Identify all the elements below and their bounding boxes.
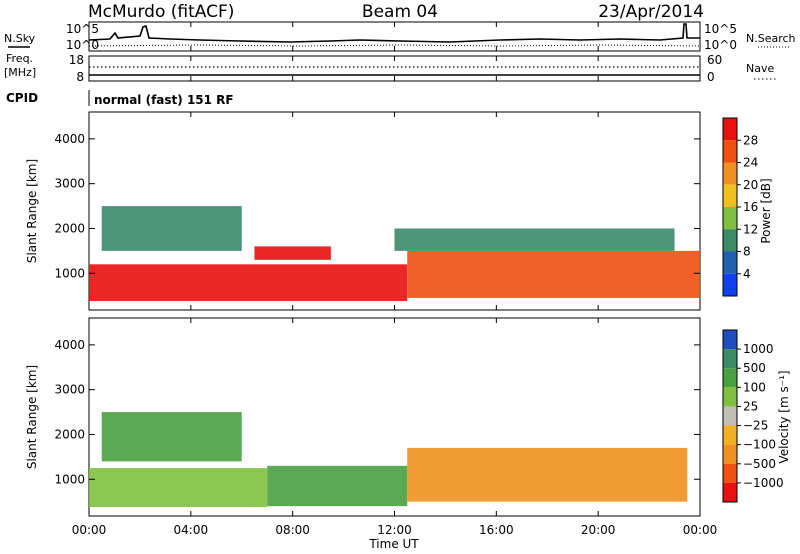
power-colorbar-swatch bbox=[723, 207, 737, 230]
velocity-colorbar-swatch bbox=[723, 482, 737, 502]
date-title: 23/Apr/2014 bbox=[598, 2, 704, 22]
power-colorbar: 4 8 12 16 20 24 28 bbox=[722, 117, 758, 297]
noise-search-trace bbox=[88, 44, 701, 47]
time-tick-label: 12:00 bbox=[377, 523, 412, 537]
power-colorbar-tick: 20 bbox=[743, 178, 758, 192]
power-band bbox=[394, 228, 675, 251]
power-colorbar-swatch bbox=[723, 273, 737, 296]
station-title: McMurdo (fitACF) bbox=[88, 2, 234, 22]
freq-label-1: Freq. bbox=[6, 52, 33, 65]
noise-right-tick-bottom: 10^0 bbox=[704, 38, 737, 52]
velocity-colorbar-swatch bbox=[723, 387, 737, 407]
power-colorbar-swatch bbox=[723, 118, 737, 141]
power-band bbox=[254, 246, 331, 260]
cpid-value: normal (fast) 151 RF bbox=[94, 93, 234, 107]
power-band bbox=[101, 206, 242, 251]
noise-left-tick-top: 10^5 bbox=[66, 22, 99, 36]
power-colorbar-tick: 4 bbox=[743, 267, 751, 281]
velocity-band bbox=[101, 412, 242, 462]
velocity-colorbar-tick: 25 bbox=[743, 399, 758, 413]
velocity-colorbar-tick: −25 bbox=[743, 419, 768, 433]
power-colorbar-swatch bbox=[723, 184, 737, 207]
velocity-band bbox=[267, 465, 408, 507]
velocity-colorbar-label: Velocity [m s⁻¹] bbox=[777, 370, 791, 463]
velocity-ytick-label: 1000 bbox=[54, 472, 85, 486]
power-data bbox=[89, 206, 700, 302]
velocity-colorbar-tick: −1000 bbox=[743, 476, 784, 490]
velocity-colorbar: 1000 500 100 25 −25 −100 −500 −1000 bbox=[722, 329, 784, 503]
power-colorbar-label: Power [dB] bbox=[759, 178, 773, 243]
velocity-yticks: 1000 2000 3000 4000 bbox=[54, 338, 700, 486]
freq-panel: 18 8 60 0 Freq. [MHz] Nave bbox=[4, 52, 776, 84]
nave-label: Nave bbox=[746, 62, 774, 75]
velocity-colorbar-tick: 500 bbox=[743, 361, 766, 375]
power-colorbar-tick: 8 bbox=[743, 245, 751, 259]
noise-left-tick-bottom: 10^0 bbox=[66, 38, 99, 52]
power-colorbar-swatch bbox=[723, 229, 737, 252]
velocity-colorbar-tick: −100 bbox=[743, 438, 776, 452]
power-ylabel: Slant Range [km] bbox=[25, 159, 39, 263]
velocity-colorbar-tick: 1000 bbox=[743, 342, 774, 356]
noise-search-label: N.Search bbox=[746, 32, 796, 45]
time-tick-label: 04:00 bbox=[174, 523, 209, 537]
power-band bbox=[407, 250, 700, 298]
velocity-ytick-label: 4000 bbox=[54, 338, 85, 352]
noise-sky-label: N.Sky bbox=[4, 32, 36, 45]
velocity-colorbar-swatch bbox=[723, 406, 737, 426]
nave-tick-top: 60 bbox=[707, 53, 722, 67]
power-colorbar-tick: 16 bbox=[743, 200, 758, 214]
time-tick-label: 16:00 bbox=[479, 523, 514, 537]
power-ytick-label: 4000 bbox=[54, 132, 85, 146]
velocity-data bbox=[89, 412, 688, 508]
nave-tick-bottom: 0 bbox=[707, 70, 715, 84]
time-axis-label: Time UT bbox=[368, 537, 419, 551]
time-tick-label: 20:00 bbox=[581, 523, 616, 537]
velocity-panel: 1000 2000 3000 4000 Slant Range [km] 1000 50… bbox=[25, 317, 791, 517]
velocity-colorbar-tick: 100 bbox=[743, 380, 766, 394]
time-tick-label: 08:00 bbox=[275, 523, 310, 537]
power-colorbar-tick: 24 bbox=[743, 156, 758, 170]
velocity-colorbar-tick: −500 bbox=[743, 457, 776, 471]
time-tick-label: 00:00 bbox=[683, 523, 718, 537]
power-band bbox=[89, 264, 408, 302]
velocity-ytick-label: 2000 bbox=[54, 427, 85, 441]
velocity-band bbox=[407, 447, 688, 502]
velocity-colorbar-swatch bbox=[723, 425, 737, 445]
velocity-colorbar-swatch bbox=[723, 463, 737, 483]
power-colorbar-tick: 12 bbox=[743, 222, 758, 236]
power-colorbar-swatch bbox=[723, 162, 737, 185]
velocity-colorbar-swatch bbox=[723, 368, 737, 388]
freq-label-2: [MHz] bbox=[4, 66, 36, 79]
freq-tick-bottom: 8 bbox=[76, 70, 84, 84]
noise-sky-trace bbox=[88, 23, 700, 43]
power-yticks: 1000 2000 3000 4000 bbox=[54, 132, 700, 280]
time-axis: 00:00 04:00 08:00 12:00 16:00 20:00 00:00 bbox=[72, 22, 718, 537]
velocity-ytick-label: 3000 bbox=[54, 383, 85, 397]
power-colorbar-tick: 28 bbox=[743, 133, 758, 147]
noise-panel: 10^5 10^0 10^5 10^0 N.Sky N.Search bbox=[4, 21, 796, 52]
power-ytick-label: 3000 bbox=[54, 177, 85, 191]
freq-tick-top: 18 bbox=[69, 53, 84, 67]
power-colorbar-swatch bbox=[723, 140, 737, 163]
cpid-label: CPID bbox=[6, 91, 38, 105]
noise-right-tick-top: 10^5 bbox=[704, 22, 737, 36]
velocity-band bbox=[89, 468, 268, 508]
velocity-ylabel: Slant Range [km] bbox=[25, 365, 39, 469]
power-ytick-label: 2000 bbox=[54, 221, 85, 235]
beam-title: Beam 04 bbox=[362, 2, 438, 22]
velocity-colorbar-swatch bbox=[723, 444, 737, 464]
power-ytick-label: 1000 bbox=[54, 266, 85, 280]
velocity-colorbar-swatch bbox=[723, 349, 737, 369]
power-panel: 1000 2000 3000 4000 Slant Range [km] 4 8 12 16… bbox=[25, 111, 773, 311]
time-tick-label: 00:00 bbox=[72, 523, 107, 537]
velocity-colorbar-swatch bbox=[723, 330, 737, 350]
power-colorbar-swatch bbox=[723, 251, 737, 274]
